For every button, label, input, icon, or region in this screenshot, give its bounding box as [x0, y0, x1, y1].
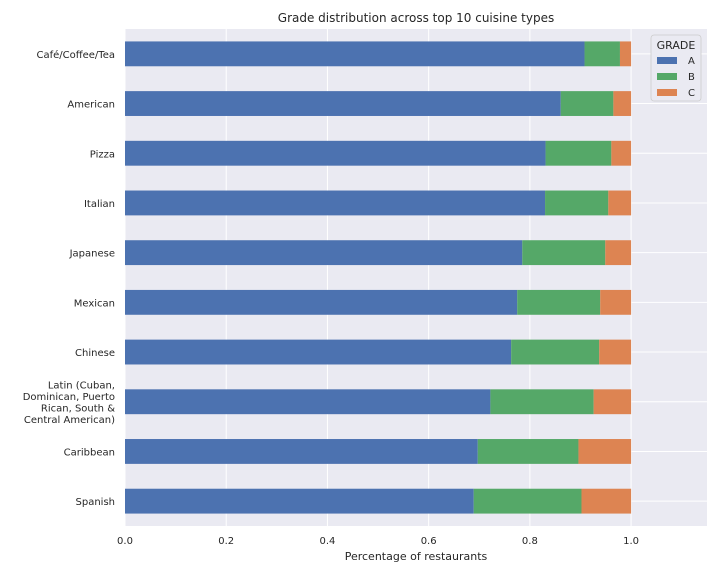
bar-segment-a [125, 389, 491, 415]
y-tick-labels: Café/Coffee/Tea American Pizza Italian Japan… [23, 49, 115, 508]
x-tick-label: 0.8 [522, 536, 538, 547]
legend-items: ABC [657, 56, 695, 99]
x-tick-label: 0.0 [117, 536, 133, 547]
bar-segment-c [619, 41, 632, 67]
bar-segment-c [593, 389, 632, 415]
bar-segment-a [125, 240, 523, 266]
bar-segment-c [611, 140, 632, 166]
bar-segment-c [613, 91, 632, 116]
x-tick-label: 0.2 [218, 536, 234, 547]
bar-segment-c [578, 439, 632, 464]
bar-segment-b [473, 488, 582, 514]
y-tick-label: American [67, 100, 115, 111]
bar-segment-c [600, 289, 632, 315]
bar-segment-a [125, 289, 518, 315]
y-tick-label: Mexican [74, 298, 115, 309]
bar-segment-b [477, 439, 579, 464]
x-axis-label: Percentage of restaurants [345, 550, 488, 563]
bar-segment-b [511, 339, 600, 365]
y-tick-label: Caribbean [64, 447, 115, 458]
y-tick-label: Spanish [76, 497, 116, 508]
bar-segment-c [608, 190, 632, 216]
legend-swatch [657, 57, 677, 64]
y-tick-label: Pizza [90, 149, 115, 160]
bar-segment-a [125, 488, 474, 514]
y-tick-label: Café/Coffee/Tea [36, 49, 115, 61]
bar-segment-c [599, 339, 632, 365]
bar-segment-b [560, 91, 614, 116]
legend-swatch [657, 73, 677, 80]
bar-segment-c [581, 488, 632, 514]
legend-label: A [688, 56, 695, 67]
bar-segment-a [125, 439, 478, 464]
bar-segment-a [125, 91, 561, 116]
legend-swatch [657, 89, 677, 96]
bar-segment-b [490, 389, 594, 415]
legend-title: GRADE [657, 39, 696, 52]
bar-segment-a [125, 140, 546, 166]
bar-segment-b [517, 289, 601, 315]
chart-title: Grade distribution across top 10 cuisine… [278, 11, 554, 25]
legend: GRADE ABC [650, 34, 702, 102]
y-tick-label: Chinese [75, 348, 115, 359]
y-tick-label: Japanese [69, 249, 115, 260]
bar-segment-b [522, 240, 606, 266]
bar-segment-a [125, 339, 512, 365]
bar-segment-b [584, 41, 620, 67]
legend-label: B [688, 72, 695, 83]
y-tick-label: Latin (Cuban, Dominican, Puerto Rican, Sou… [23, 381, 115, 427]
x-tick-label: 1.0 [623, 536, 639, 547]
bar-segment-a [125, 41, 585, 67]
x-tick-labels: 0.0 0.2 0.4 0.6 0.8 1.0 [117, 536, 639, 547]
bar-segment-b [545, 190, 609, 216]
bars [125, 41, 632, 514]
bar-segment-a [125, 190, 546, 216]
legend-box [650, 34, 702, 102]
x-tick-label: 0.6 [421, 536, 437, 547]
legend-label: C [688, 88, 695, 99]
bar-segment-b [545, 140, 612, 166]
bar-segment-c [605, 240, 632, 266]
x-tick-label: 0.4 [319, 536, 335, 547]
y-tick-label: Italian [84, 199, 115, 210]
